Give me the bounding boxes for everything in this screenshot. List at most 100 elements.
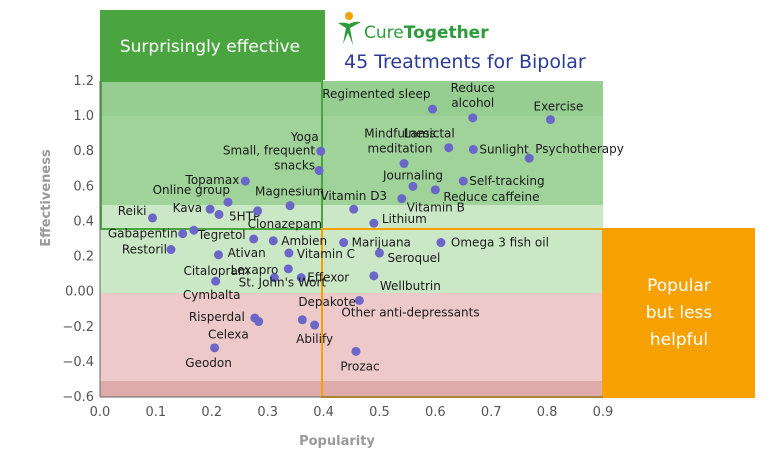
data-point [314,166,324,176]
y-tick-label: 1.0 [73,109,94,124]
band-moderate-effectiveness [100,205,603,293]
popular-box-line-3: helpful [650,330,708,350]
point-label: Gabapentin [108,227,178,241]
y-axis-title: Effectiveness [39,149,54,247]
data-point [339,238,349,248]
data-point [349,204,359,214]
y-tick-label: −0.6 [62,390,94,405]
point-label: Cymbalta [183,288,241,302]
x-tick-label: 0.4 [313,405,334,420]
point-label-line: Tegretol [197,228,246,242]
y-tick-label: 1.2 [73,74,94,89]
data-point [468,144,478,154]
popular-less-helpful-box [603,228,755,398]
data-point [297,315,307,325]
data-point [148,213,158,223]
point-label: Mindfulness meditation [364,127,436,156]
point-label: Psychotherapy [535,142,624,156]
point-label-line: Marijuana [352,236,411,250]
point-label-line: Ativan [228,246,266,260]
data-point [210,343,220,353]
y-tick-label: −0.2 [62,320,94,335]
data-point [166,245,176,255]
point-label: Clonazepam [248,217,322,231]
point-label-line: Cymbalta [183,288,241,302]
point-label: Other anti-depressants [341,305,479,319]
point-label-line: Gabapentin [108,227,178,241]
data-point [285,201,295,211]
data-point [316,146,326,156]
point-label: Seroquel [387,251,440,265]
point-label-line: Sunlight [479,142,529,156]
point-label: Lithium [382,212,427,226]
point-label-line: St. John's Wort [239,276,327,290]
x-tick-label: 0.2 [201,405,222,420]
data-point [283,264,293,274]
point-label-line: Ambien [281,234,327,248]
y-tick-label: −0.4 [62,355,94,370]
data-points: Regimented sleep Reduce alcohol Exercise Yog… [108,81,624,373]
point-label: Restoril [122,243,167,257]
point-label-line: Wellbutrin [380,279,441,293]
point-label: Vitamin B [407,201,465,215]
data-point [178,229,188,239]
point-label-line: Prozac [340,359,379,373]
data-point [214,209,224,219]
data-point [351,346,361,356]
data-point [436,238,446,248]
point-label-line: Online group [153,183,230,197]
point-label-line: Mindfulness [364,127,436,141]
point-label: Sunlight [479,142,529,156]
point-label-line: Topamax [185,173,240,187]
data-point [374,248,384,258]
point-label: Reduce caffeine [443,190,539,204]
point-label: St. John's Wort [239,276,327,290]
point-label-line: Kava [173,201,202,215]
data-point [213,250,223,260]
y-tick-label: 0.2 [73,250,94,265]
data-point [189,225,199,235]
data-point [211,276,221,286]
point-label-line: Self-tracking [469,174,544,188]
point-label-line: Small, frequent [223,144,315,158]
point-label-line: Journaling [382,168,443,182]
data-point [354,295,364,305]
point-label-line: Reduce caffeine [443,190,539,204]
x-tick-label: 0.7 [481,405,502,420]
brand-part-together: Together [404,23,489,43]
x-axis-title: Popularity [299,434,375,449]
point-label: Self-tracking [469,174,544,188]
point-label-line: Exercise [533,100,583,114]
data-point [249,234,259,244]
data-point [296,273,306,283]
point-label-line: Abilify [296,332,333,346]
data-point [458,176,468,186]
data-point [310,320,320,330]
x-tick-label: 0.9 [593,405,614,420]
point-label-line: Vitamin C [297,247,355,261]
point-label: Vitamin C [297,247,355,261]
point-label: Yoga [290,130,319,144]
point-label-line: Celexa [208,328,249,342]
point-label-line: Risperdal [189,310,245,324]
point-label-line: Lexapro [231,263,279,277]
point-label: Ativan [228,246,266,260]
point-label: Vitamin D3 [320,189,387,203]
data-point [269,273,279,283]
point-label-line: Geodon [185,356,232,370]
point-label-line: meditation [367,142,432,156]
point-label-line: Citalopram [183,264,249,278]
surprisingly-effective-label: Surprisingly effective [120,37,300,57]
point-label-line: Omega 3 fish oil [451,236,549,250]
point-label: Kava [173,201,202,215]
point-label: Lamictal [404,127,455,141]
data-point [524,153,534,163]
point-label: Marijuana [352,236,411,250]
point-label-line: Reduce [451,81,495,95]
data-point [444,143,454,153]
point-label: Citalopram [183,264,249,278]
data-point [397,194,407,204]
point-label: Online group [153,183,230,197]
point-label: Omega 3 fish oil [451,236,549,250]
